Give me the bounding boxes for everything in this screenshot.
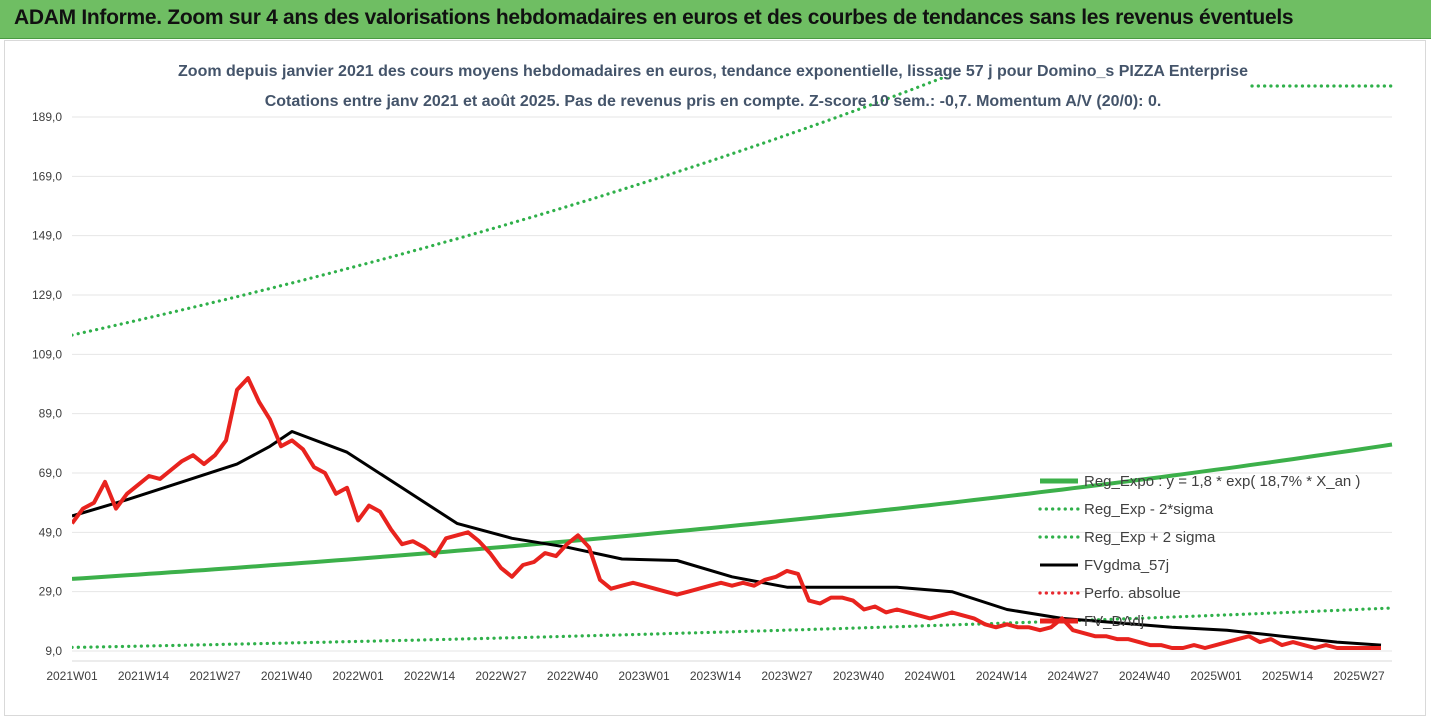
series-line-0 (72, 442, 1393, 581)
x-tick-label: 2021W14 (118, 669, 170, 683)
legend-label: FV_DAdj (1084, 613, 1144, 630)
series-line-2 (72, 77, 950, 337)
y-tick-label: 69,0 (39, 466, 63, 480)
y-tick-label: 129,0 (32, 288, 62, 302)
report-banner: ADAM Informe. Zoom sur 4 ans des valoris… (0, 0, 1431, 39)
legend-label: Reg_Exp - 2*sigma (1084, 501, 1214, 518)
y-tick-label: 29,0 (39, 585, 63, 599)
x-tick-label: 2021W40 (261, 669, 313, 683)
x-tick-label: 2025W01 (1190, 669, 1242, 683)
x-tick-label: 2024W01 (904, 669, 956, 683)
chart-title: Zoom depuis janvier 2021 des cours moyen… (178, 63, 1248, 80)
y-tick-label: 109,0 (32, 347, 62, 361)
y-tick-label: 49,0 (39, 525, 63, 539)
x-tick-label: 2023W14 (690, 669, 742, 683)
x-tick-label: 2023W40 (833, 669, 885, 683)
legend: Reg_Expo : y = 1,8 * exp( 18,7% * X_an )… (1038, 473, 1360, 630)
x-tick-label: 2023W01 (618, 669, 670, 683)
plot-area-border (4, 40, 1426, 716)
x-tick-label: 2024W14 (976, 669, 1028, 683)
chart-titles: Zoom depuis janvier 2021 des cours moyen… (178, 63, 1248, 110)
legend-label: Perfo. absolue (1084, 585, 1181, 602)
y-tick-label: 189,0 (32, 110, 62, 124)
x-tick-label: 2021W01 (46, 669, 98, 683)
y-tick-label: 169,0 (32, 169, 62, 183)
y-tick-label: 149,0 (32, 229, 62, 243)
series-line-1 (72, 606, 1394, 649)
legend-label: Reg_Exp + 2 sigma (1084, 529, 1216, 546)
y-tick-label: 89,0 (39, 407, 63, 421)
axes: 9,0 29,0 49,0 69,0 89,0 109,0 129,0 149,0 169,0 1… (32, 110, 1392, 683)
banner-title: ADAM Informe. Zoom sur 4 ans des valoris… (14, 6, 1294, 29)
gridlines (72, 116, 1392, 652)
y-tick-label: 9,0 (45, 644, 62, 658)
x-tick-label: 2023W27 (761, 669, 813, 683)
x-tick-label: 2022W14 (404, 669, 456, 683)
x-tick-label: 2025W14 (1262, 669, 1314, 683)
x-tick-label: 2024W27 (1047, 669, 1099, 683)
x-tick-label: 2022W40 (547, 669, 599, 683)
x-tick-label: 2022W01 (332, 669, 384, 683)
x-tick-label: 2024W40 (1119, 669, 1171, 683)
series-line-5 (72, 376, 1381, 650)
series-layer (72, 77, 1394, 650)
x-tick-label: 2021W27 (189, 669, 241, 683)
series-line-3 (72, 430, 1382, 647)
legend-label: Reg_Expo : y = 1,8 * exp( 18,7% * X_an ) (1084, 473, 1360, 490)
x-tick-label: 2025W27 (1333, 669, 1385, 683)
x-tick-label: 2022W27 (475, 669, 527, 683)
chart-subtitle: Cotations entre janv 2021 et août 2025. … (265, 93, 1162, 110)
legend-label: FVgdma_57j (1084, 557, 1169, 574)
